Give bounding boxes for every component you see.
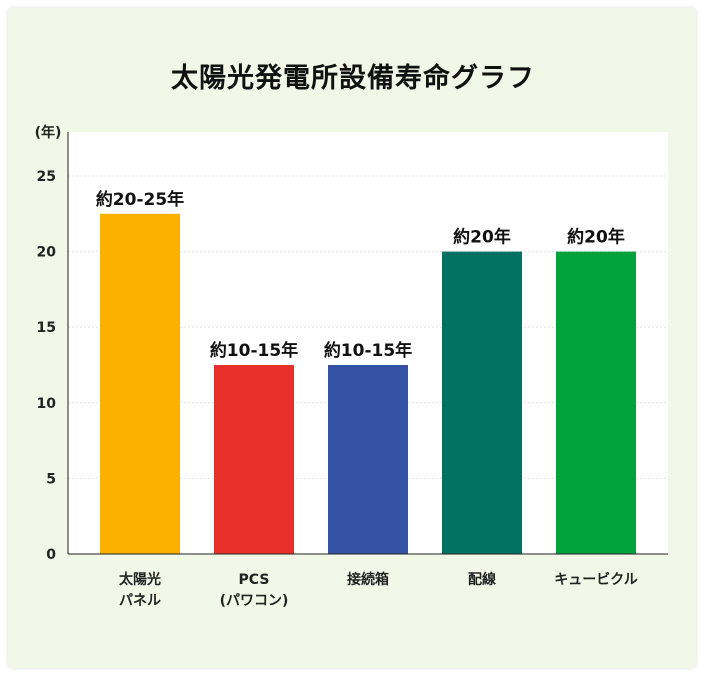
data-label: 約10-15年 bbox=[324, 340, 412, 361]
bars bbox=[100, 213, 636, 555]
data-label: 約20年 bbox=[567, 227, 625, 248]
chart-title: 太陽光発電所設備寿命グラフ bbox=[171, 63, 535, 94]
y-tick-label: 10 bbox=[37, 396, 57, 412]
x-tick-label: PCS bbox=[239, 572, 270, 588]
y-tick-label: 5 bbox=[46, 471, 56, 487]
bar bbox=[214, 365, 294, 554]
x-tick-label: パネル bbox=[119, 593, 161, 609]
y-tick-label: 0 bbox=[46, 547, 56, 563]
y-tick-label: 20 bbox=[37, 245, 57, 261]
x-tick-label: 配線 bbox=[468, 571, 496, 588]
y-tick-label: 25 bbox=[37, 169, 56, 185]
bar bbox=[442, 251, 522, 554]
x-tick-label: キュービクル bbox=[554, 572, 638, 588]
x-tick-label: (パワコン) bbox=[220, 593, 289, 609]
y-axis-ticks: 0 5 10 15 20 25 bbox=[37, 169, 57, 563]
x-tick-label: 接続箱 bbox=[347, 571, 389, 588]
bar bbox=[556, 251, 636, 554]
y-tick-label: 15 bbox=[37, 320, 56, 336]
bar bbox=[328, 365, 408, 554]
x-tick-label: 太陽光 bbox=[119, 571, 161, 588]
y-axis-unit: (年) bbox=[35, 124, 62, 141]
bar bbox=[100, 213, 180, 555]
data-label: 約20-25年 bbox=[96, 189, 184, 210]
data-label: 約10-15年 bbox=[210, 340, 298, 361]
data-label: 約20年 bbox=[453, 227, 511, 248]
